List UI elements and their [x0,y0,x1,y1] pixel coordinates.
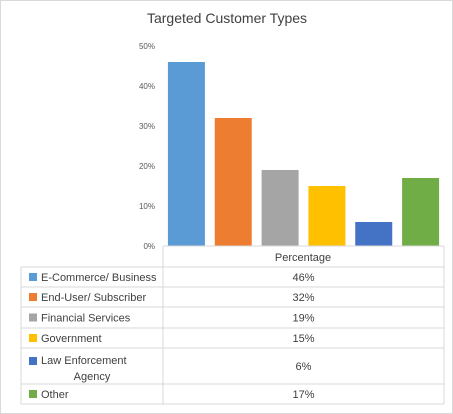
bar [167,62,205,246]
bar [402,178,440,246]
value-label: 19% [292,313,314,325]
bar [308,186,346,246]
category-label: End-User/ Subscriber [41,292,146,304]
legend-key [29,313,37,322]
y-tick-label: 40% [139,82,155,91]
legend-key [29,390,37,398]
y-tick-label: 50% [139,42,155,51]
category-label: Other [41,389,69,401]
category-label: E-Commerce/ Business [41,272,157,284]
series-header: Percentage [275,252,331,264]
y-tick-label: 0% [143,242,155,251]
y-tick-label: 30% [139,122,155,131]
bar [355,222,393,246]
legend-key [29,334,37,342]
category-label: Financial Services [41,313,131,325]
value-label: 32% [292,292,314,304]
chart-title: Targeted Customer Types [147,10,307,26]
legend-key [29,357,37,365]
y-axis-tick-labels: 0% 10% 20% 30% 40% 50% [139,42,155,251]
legend-key [29,273,37,281]
bar [261,170,299,246]
category-label: Government [41,333,102,345]
bar [214,118,252,246]
value-label: 17% [292,389,314,401]
category-label: Law Enforcement Agency [41,355,127,383]
value-label: 15% [292,333,314,345]
y-tick-label: 20% [139,162,155,171]
value-label: 46% [292,272,314,284]
y-tick-label: 10% [139,202,155,211]
data-table: Percentage E-Commerce/ Business 46% End-Us… [20,245,445,405]
bar-group [167,62,440,246]
value-label: 6% [296,361,312,373]
legend-key [29,293,37,301]
